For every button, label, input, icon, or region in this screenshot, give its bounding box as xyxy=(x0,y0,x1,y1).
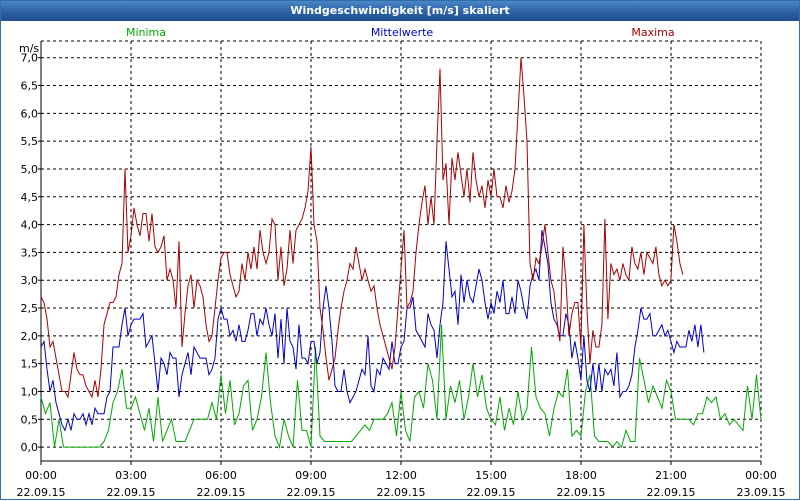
x-tick-date: 22.09.15 xyxy=(467,486,516,499)
x-tick-time: 12:00 xyxy=(385,469,417,482)
window-title: Windgeschwindigkeit [m/s] skaliert xyxy=(1,1,799,21)
y-tick-label: 0,5 xyxy=(21,413,39,426)
legend-minima: Minima xyxy=(126,26,166,39)
y-tick-label: 6,5 xyxy=(21,80,39,93)
x-tick-date: 22.09.15 xyxy=(557,486,606,499)
y-tick-label: 7,0 xyxy=(21,52,39,65)
x-tick-time: 00:00 xyxy=(745,469,777,482)
x-tick-date: 22.09.15 xyxy=(287,486,336,499)
legend-maxima: Maxima xyxy=(631,26,674,39)
y-tick-label: 2,0 xyxy=(21,330,39,343)
x-tick-date: 22.09.15 xyxy=(197,486,246,499)
y-tick-label: 4,5 xyxy=(21,191,39,204)
y-axis-label: m/s xyxy=(19,42,39,55)
minima-line xyxy=(40,324,762,449)
x-tick-date: 22.09.15 xyxy=(647,486,696,499)
x-tick-time: 21:00 xyxy=(655,469,687,482)
x-tick-date: 22.09.15 xyxy=(17,486,66,499)
x-tick-time: 15:00 xyxy=(475,469,507,482)
y-tick-label: 2,5 xyxy=(21,302,39,315)
series-lines xyxy=(40,57,762,449)
grid xyxy=(41,41,761,461)
y-tick-label: 1,0 xyxy=(21,385,39,398)
y-tick-label: 3,0 xyxy=(21,274,39,287)
x-tick-date: 22.09.15 xyxy=(107,486,156,499)
x-tick-date: 22.09.15 xyxy=(377,486,426,499)
y-tick-label: 5,5 xyxy=(21,135,39,148)
y-tick-label: 1,5 xyxy=(21,358,39,371)
x-tick-time: 09:00 xyxy=(295,469,327,482)
y-tick-label: 0,0 xyxy=(21,441,39,454)
maxima-line xyxy=(40,57,684,399)
y-tick-label: 4,0 xyxy=(21,219,39,232)
x-tick-time: 03:00 xyxy=(115,469,147,482)
mittelwerte-line xyxy=(40,230,705,432)
y-tick-label: 3,5 xyxy=(21,246,39,259)
x-tick-time: 06:00 xyxy=(205,469,237,482)
x-tick-time: 00:00 xyxy=(25,469,57,482)
y-tick-label: 5,0 xyxy=(21,163,39,176)
x-tick-date: 23.09.15 xyxy=(737,486,786,499)
y-axis-ticks: 0,0 0,5 1,0 1,5 2,0 2,5 3,0 3,5 4,0 4,5 5,0 5,5 6,0 6… xyxy=(21,52,41,454)
x-axis-ticks: 00:00 22.09.15 03:00 22.09.15 06:00 22.09.15 0… xyxy=(17,461,786,499)
x-tick-time: 18:00 xyxy=(565,469,597,482)
y-tick-label: 6,0 xyxy=(21,107,39,120)
legend-mittelwerte: Mittelwerte xyxy=(371,26,434,39)
